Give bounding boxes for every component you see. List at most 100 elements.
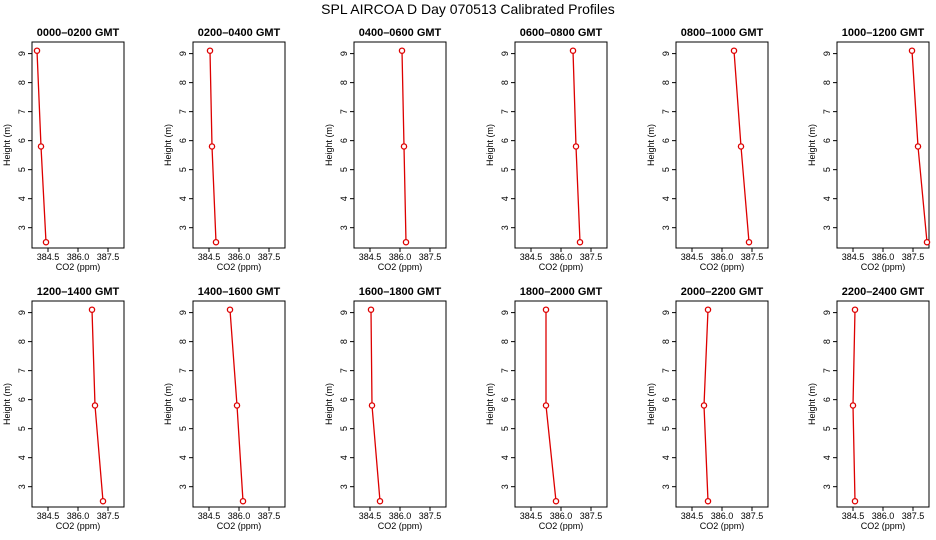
y-tick-label: 7 bbox=[339, 109, 349, 114]
y-tick-label: 4 bbox=[178, 196, 188, 201]
x-tick-label: 387.5 bbox=[580, 511, 603, 521]
data-point bbox=[398, 47, 406, 54]
data-point bbox=[91, 402, 99, 409]
x-tick-label: 384.5 bbox=[359, 252, 382, 262]
x-tick-label: 386.0 bbox=[872, 252, 895, 262]
y-tick-label: 8 bbox=[17, 80, 27, 85]
y-tick-label: 5 bbox=[822, 426, 832, 431]
data-point bbox=[745, 238, 753, 246]
y-tick-label: 8 bbox=[500, 339, 510, 344]
x-tick-label: 384.5 bbox=[842, 252, 865, 262]
y-tick-label: 9 bbox=[17, 310, 27, 315]
y-axis-label: Height (m) bbox=[807, 383, 817, 425]
y-tick-label: 8 bbox=[178, 339, 188, 344]
y-tick-label: 3 bbox=[17, 225, 27, 230]
data-point bbox=[569, 47, 577, 54]
y-tick-label: 5 bbox=[17, 426, 27, 431]
data-point bbox=[367, 306, 375, 313]
data-point bbox=[923, 238, 931, 246]
y-tick-label: 6 bbox=[178, 397, 188, 402]
y-tick-label: 3 bbox=[822, 225, 832, 230]
figure-title: SPL AIRCOA D Day 070513 Calibrated Profi… bbox=[321, 1, 615, 17]
data-point bbox=[700, 402, 708, 409]
x-tick-label: 387.5 bbox=[97, 511, 120, 521]
y-tick-label: 8 bbox=[822, 339, 832, 344]
data-point bbox=[914, 143, 922, 150]
x-tick-label: 386.0 bbox=[550, 511, 573, 521]
data-point bbox=[908, 47, 916, 54]
x-axis-label: CO2 (ppm) bbox=[56, 521, 101, 531]
y-axis-label: Height (m) bbox=[807, 124, 817, 166]
data-point bbox=[226, 306, 234, 313]
y-tick-label: 7 bbox=[822, 368, 832, 373]
x-tick-label: 387.5 bbox=[419, 511, 442, 521]
x-tick-label: 386.0 bbox=[711, 252, 734, 262]
y-tick-label: 6 bbox=[17, 397, 27, 402]
x-tick-label: 386.0 bbox=[389, 252, 412, 262]
y-tick-label: 7 bbox=[500, 109, 510, 114]
y-tick-label: 9 bbox=[339, 310, 349, 315]
y-tick-label: 7 bbox=[339, 368, 349, 373]
y-tick-label: 5 bbox=[178, 167, 188, 172]
panel-title: 2200–2400 GMT bbox=[842, 286, 925, 298]
y-tick-label: 3 bbox=[661, 484, 671, 489]
y-axis-label: Height (m) bbox=[163, 383, 173, 425]
panel-title: 0000–0200 GMT bbox=[37, 27, 120, 39]
y-tick-label: 4 bbox=[500, 196, 510, 201]
y-tick-label: 3 bbox=[661, 225, 671, 230]
y-tick-label: 4 bbox=[178, 455, 188, 460]
y-tick-label: 3 bbox=[339, 225, 349, 230]
data-point bbox=[37, 143, 45, 150]
data-point bbox=[42, 238, 50, 246]
y-tick-label: 6 bbox=[822, 397, 832, 402]
plot-frame bbox=[675, 300, 769, 508]
y-axis-label: Height (m) bbox=[485, 124, 495, 166]
panel-title: 1600–1800 GMT bbox=[359, 286, 442, 298]
x-tick-label: 386.0 bbox=[228, 252, 251, 262]
y-tick-label: 5 bbox=[339, 426, 349, 431]
y-tick-label: 4 bbox=[339, 196, 349, 201]
y-tick-label: 6 bbox=[339, 138, 349, 143]
y-tick-label: 5 bbox=[661, 167, 671, 172]
plot-frame bbox=[353, 300, 447, 508]
x-tick-label: 384.5 bbox=[359, 511, 382, 521]
data-point bbox=[730, 47, 738, 54]
y-tick-label: 8 bbox=[661, 80, 671, 85]
x-axis-label: CO2 (ppm) bbox=[861, 521, 906, 531]
plot-frame bbox=[192, 41, 286, 249]
data-point bbox=[552, 497, 560, 505]
y-axis-label: Height (m) bbox=[646, 383, 656, 425]
data-point bbox=[400, 143, 408, 150]
y-tick-label: 6 bbox=[339, 397, 349, 402]
y-tick-label: 7 bbox=[661, 109, 671, 114]
y-tick-label: 5 bbox=[178, 426, 188, 431]
data-point bbox=[851, 306, 859, 313]
x-tick-label: 386.0 bbox=[550, 252, 573, 262]
y-tick-label: 5 bbox=[17, 167, 27, 172]
x-axis-label: CO2 (ppm) bbox=[539, 262, 584, 272]
panel-title: 1800–2000 GMT bbox=[520, 286, 603, 298]
x-tick-label: 386.0 bbox=[67, 252, 90, 262]
data-point bbox=[368, 402, 376, 409]
y-axis-label: Height (m) bbox=[2, 383, 12, 425]
panel-title: 0400–0600 GMT bbox=[359, 27, 442, 39]
x-tick-label: 384.5 bbox=[681, 252, 704, 262]
y-tick-label: 4 bbox=[500, 455, 510, 460]
y-tick-label: 5 bbox=[500, 167, 510, 172]
y-tick-label: 7 bbox=[500, 368, 510, 373]
y-tick-label: 3 bbox=[500, 225, 510, 230]
y-tick-label: 3 bbox=[178, 225, 188, 230]
y-tick-label: 4 bbox=[661, 455, 671, 460]
x-tick-label: 384.5 bbox=[842, 511, 865, 521]
x-tick-label: 387.5 bbox=[258, 511, 281, 521]
x-tick-label: 384.5 bbox=[520, 252, 543, 262]
y-axis-label: Height (m) bbox=[324, 124, 334, 166]
x-axis-label: CO2 (ppm) bbox=[861, 262, 906, 272]
